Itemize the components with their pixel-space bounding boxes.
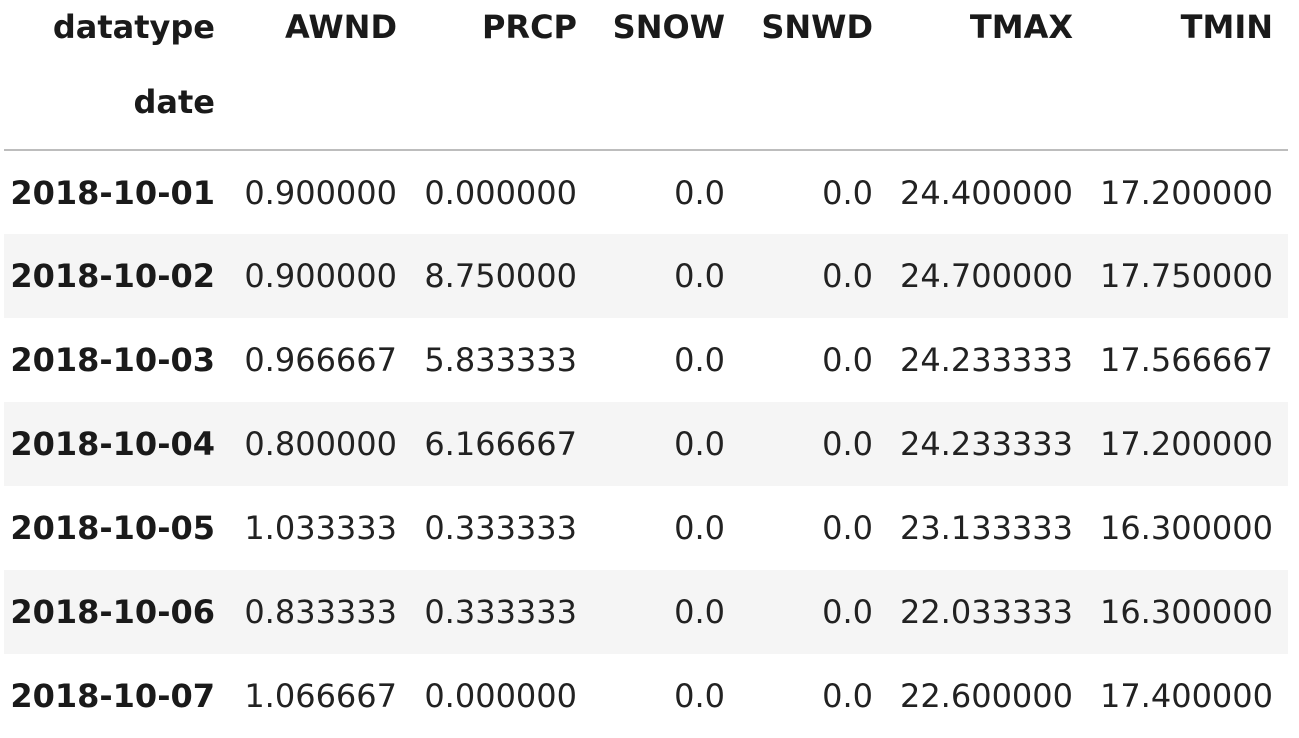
cell-snow: 0.0 xyxy=(674,257,725,295)
cell-tmin: 17.200000 xyxy=(1099,425,1273,463)
cell-snwd: 0.0 xyxy=(822,173,873,212)
column-header-tmin: TMIN xyxy=(1180,8,1273,46)
column-header-prcp: PRCP xyxy=(481,8,577,46)
table-row: 2018-10-06 0.833333 0.333333 0.0 0.0 22.03333… xyxy=(4,570,1288,654)
cell-prcp: 0.333333 xyxy=(424,593,577,631)
empty-header-cell xyxy=(592,54,740,150)
cell-awnd: 0.900000 xyxy=(244,173,397,212)
empty-header-cell xyxy=(888,54,1088,150)
row-index-date: 2018-10-03 xyxy=(10,341,215,379)
cell-snwd: 0.0 xyxy=(822,677,873,715)
cell-snwd: 0.0 xyxy=(822,257,873,295)
cell-tmin: 16.300000 xyxy=(1099,509,1273,547)
cell-tmax: 22.033333 xyxy=(899,593,1073,631)
cell-snow: 0.0 xyxy=(674,509,725,547)
column-header-row: datatype AWND PRCP SNOW SNWD TMAX TMIN xyxy=(4,0,1288,54)
dataframe-table: datatype AWND PRCP SNOW SNWD TMAX TMIN d… xyxy=(4,0,1288,738)
index-name-label: date xyxy=(133,82,216,121)
cell-snwd: 0.0 xyxy=(822,593,873,631)
cell-awnd: 1.033333 xyxy=(244,509,397,547)
cell-tmax: 24.400000 xyxy=(899,173,1073,212)
table-row: 2018-10-01 0.900000 0.000000 0.0 0.0 24.40000… xyxy=(4,150,1288,234)
table-header: datatype AWND PRCP SNOW SNWD TMAX TMIN d… xyxy=(4,0,1288,150)
cell-snow: 0.0 xyxy=(674,677,725,715)
cell-snow: 0.0 xyxy=(674,593,725,631)
cell-tmin: 17.750000 xyxy=(1099,257,1273,295)
table-row: 2018-10-07 1.066667 0.000000 0.0 0.0 22.60000… xyxy=(4,654,1288,738)
cell-snwd: 0.0 xyxy=(822,341,873,379)
row-index-date: 2018-10-02 xyxy=(10,257,215,295)
empty-header-cell xyxy=(1088,54,1288,150)
column-header-tmax: TMAX xyxy=(969,8,1073,46)
cell-prcp: 5.833333 xyxy=(424,341,577,379)
empty-header-cell xyxy=(230,54,412,150)
cell-snow: 0.0 xyxy=(674,425,725,463)
cell-tmax: 24.233333 xyxy=(899,341,1073,379)
cell-awnd: 0.833333 xyxy=(244,593,397,631)
row-index-date: 2018-10-07 xyxy=(10,677,215,715)
cell-tmax: 23.133333 xyxy=(899,509,1073,547)
cell-prcp: 0.000000 xyxy=(424,173,577,212)
cell-tmin: 17.200000 xyxy=(1099,173,1273,212)
row-index-date: 2018-10-05 xyxy=(10,509,215,547)
cell-tmin: 16.300000 xyxy=(1099,593,1273,631)
row-index-date: 2018-10-04 xyxy=(10,425,215,463)
cell-awnd: 0.800000 xyxy=(244,425,397,463)
cell-tmax: 24.233333 xyxy=(899,425,1073,463)
table-row: 2018-10-02 0.900000 8.750000 0.0 0.0 24.70000… xyxy=(4,234,1288,318)
cell-prcp: 8.750000 xyxy=(424,257,577,295)
table-body: 2018-10-01 0.900000 0.000000 0.0 0.0 24.40000… xyxy=(4,150,1288,738)
cell-tmin: 17.566667 xyxy=(1099,341,1273,379)
cell-snow: 0.0 xyxy=(674,341,725,379)
row-index-date: 2018-10-01 xyxy=(10,173,215,212)
empty-header-cell xyxy=(740,54,888,150)
cell-prcp: 0.333333 xyxy=(424,509,577,547)
index-header-row: date xyxy=(4,54,1288,150)
cell-prcp: 0.000000 xyxy=(424,677,577,715)
cell-awnd: 0.900000 xyxy=(244,257,397,295)
cell-tmin: 17.400000 xyxy=(1099,677,1273,715)
row-index-date: 2018-10-06 xyxy=(10,593,215,631)
cell-snow: 0.0 xyxy=(674,173,725,212)
column-header-snwd: SNWD xyxy=(761,8,873,46)
cell-prcp: 6.166667 xyxy=(424,425,577,463)
table-row: 2018-10-04 0.800000 6.166667 0.0 0.0 24.23333… xyxy=(4,402,1288,486)
table-row: 2018-10-03 0.966667 5.833333 0.0 0.0 24.23333… xyxy=(4,318,1288,402)
cell-snwd: 0.0 xyxy=(822,509,873,547)
cell-snwd: 0.0 xyxy=(822,425,873,463)
cell-awnd: 1.066667 xyxy=(244,677,397,715)
table-row: 2018-10-05 1.033333 0.333333 0.0 0.0 23.13333… xyxy=(4,486,1288,570)
columns-name-label: datatype xyxy=(52,8,215,46)
cell-awnd: 0.966667 xyxy=(244,341,397,379)
column-header-snow: SNOW xyxy=(612,8,725,46)
empty-header-cell xyxy=(412,54,592,150)
cell-tmax: 24.700000 xyxy=(899,257,1073,295)
column-header-awnd: AWND xyxy=(285,8,397,46)
cell-tmax: 22.600000 xyxy=(899,677,1073,715)
